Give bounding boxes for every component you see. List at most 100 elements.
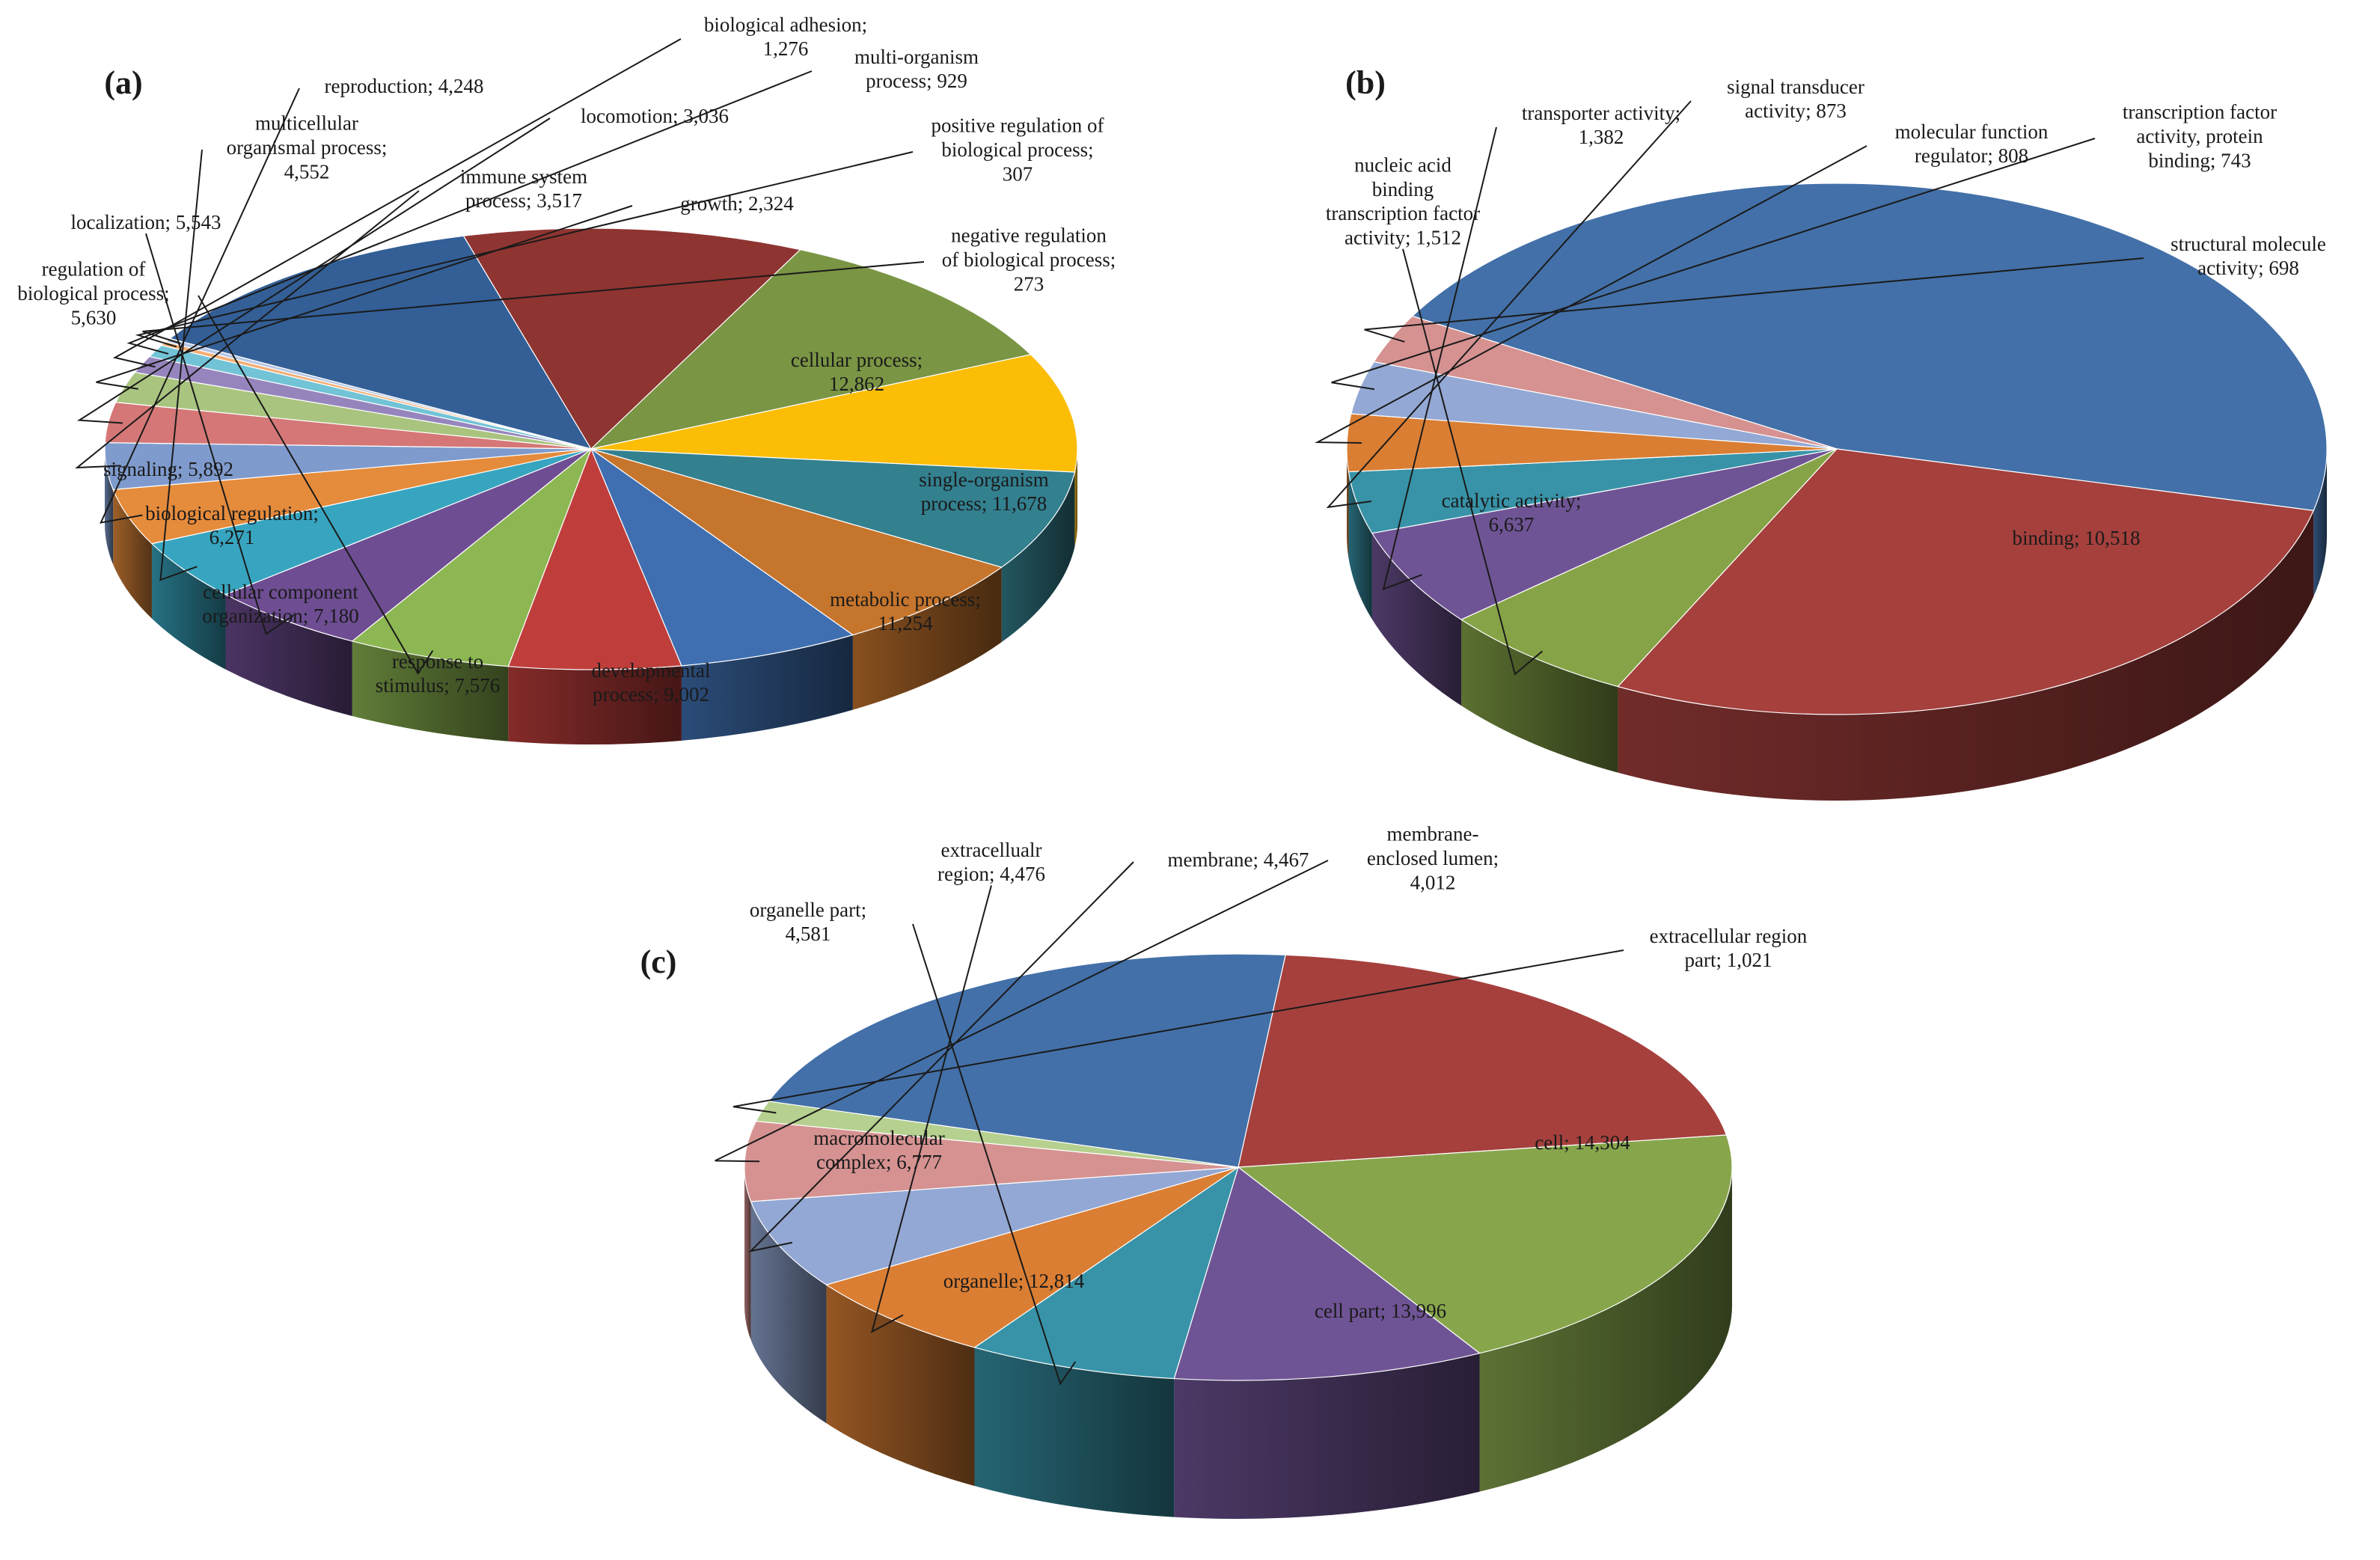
pie-slice-cell [768, 953, 1286, 1168]
pie-side-shade-nucleic-acid-binding-transcription-factor-activity [1461, 620, 1618, 773]
pie-slice-macromolecular-complex [1173, 1166, 1481, 1381]
slice-label-line: process; 929 [866, 70, 967, 92]
slice-label-line: 4,581 [786, 923, 831, 945]
slice-label-line: membrane; 4,467 [1168, 848, 1309, 871]
slice-label-reproduction: reproduction; 4,248 [325, 75, 484, 97]
slice-label-line: activity, protein [2136, 125, 2263, 147]
slice-label-line: of biological process; [942, 248, 1116, 271]
slice-label-growth: growth; 2,324 [680, 192, 794, 215]
slice-label-regulation-of-biological-process: regulation of biological process; 5,630 [17, 258, 169, 329]
slice-label-line: biological process; [941, 138, 1093, 161]
slice-label-transporter-activity: transporter activity; 1,382 [1522, 102, 1680, 148]
pie-chart-c: cell; 14,304 cell part; 13,996 organelle; … [640, 823, 1808, 1519]
pie-slice-developmental-process [590, 354, 1078, 473]
slice-label-line: 11,254 [878, 612, 933, 634]
pie-side-shade-organelle-part [974, 1347, 1175, 1517]
slice-label-line: nucleic acid [1354, 154, 1451, 177]
slice-label-line: 6,271 [209, 526, 255, 548]
pie-slice-single-organism-process [463, 227, 801, 450]
pie-slice-cell-part [1238, 954, 1728, 1168]
pie-chart-b: binding; 10,518 catalytic activity; 6,637 n… [1315, 64, 2328, 801]
pie-side-shade-regulation-of-biological-process [352, 640, 509, 741]
leader-line-extracellular-region-part [732, 949, 1624, 1114]
slice-label-line: extracellular region [1650, 925, 1808, 947]
leader-line-multi-organism-process [126, 70, 813, 355]
slice-label-line: activity; 1,512 [1345, 227, 1461, 249]
slice-label-line: organelle; 12,814 [943, 1270, 1085, 1292]
slice-label-line: transcription factor [2123, 101, 2277, 123]
slice-label-cellular-process: cellular process; 12,862 [791, 349, 923, 395]
leader-line-positive-regulation-of-biological-process [135, 151, 914, 348]
pie-slice-binding [1412, 183, 2328, 511]
pie-side-shade-localization [225, 594, 352, 716]
slice-label-line: 6,637 [1489, 513, 1535, 536]
slice-label-line: complex; 6,777 [816, 1151, 942, 1173]
slice-label-membrane: membrane; 4,467 [1168, 848, 1309, 871]
slice-label-line: multicellular [255, 112, 358, 135]
leader-line-organelle-part [912, 923, 1077, 1386]
slice-label-nucleic-acid-binding-transcription-factor-activity: nucleic acid binding transcription factor a… [1326, 154, 1480, 249]
slice-label-extracellular-region-part: extracellular region part; 1,021 [1650, 925, 1808, 971]
slice-label-line: membrane- [1387, 823, 1479, 845]
pie-side-shade-cellular-component-organization [852, 567, 1002, 710]
slice-label-single-organism-process: single-organism process; 11,678 [919, 468, 1048, 515]
slice-label-line: part; 1,021 [1685, 949, 1772, 971]
pie-top-faces [744, 953, 1733, 1381]
leader-line-immune-system-process [75, 190, 420, 469]
slice-label-developmental-process: developmental process; 9,002 [592, 659, 711, 706]
pie-side-shade-membrane [750, 1201, 827, 1424]
slice-label-line: metabolic process; [830, 588, 981, 611]
pie-side-shade-developmental-process [1074, 449, 1077, 548]
slice-label-immune-system-process: immune system process; 3,517 [460, 165, 587, 212]
slice-label-line: regulation of [42, 258, 146, 281]
slice-label-line: organismal process; [227, 136, 388, 159]
pie-side-shade-catalytic-activity [1618, 510, 2314, 801]
slice-label-locomotion: locomotion; 3,036 [581, 105, 729, 127]
pie-slice-localization [224, 448, 592, 642]
pie-side-shade-molecular-function-regulator [1347, 449, 1349, 558]
slice-label-line: macromolecular [813, 1127, 944, 1149]
slice-label-multicellular-organismal-process: multicellular organismal process; 4,552 [227, 112, 388, 183]
slice-label-line: biological process; [17, 282, 169, 305]
slice-label-line: extracellualr [941, 839, 1042, 861]
slice-label-extracellualr-region: extracellualr region; 4,476 [937, 839, 1045, 885]
panel-label: (c) [640, 943, 677, 980]
leader-line-transporter-activity [1382, 126, 1497, 590]
slice-label-line: 1,276 [763, 37, 809, 60]
slice-label-line: signal transducer [1727, 76, 1864, 98]
slice-label-membrane-enclosed-lumen: membrane-enclosed lumen; 4,012 [1367, 823, 1499, 894]
leader-line-structural-molecule-activity [1364, 257, 2144, 343]
pie-side-shade-membrane-enclosed-lumen [744, 1167, 751, 1340]
pie-side-shade-signal-transducer-activity [1348, 471, 1372, 620]
slice-label-molecular-function-regulator: molecular function regulator; 808 [1895, 120, 2049, 167]
pie-top-faces [104, 227, 1078, 670]
pie-slice-cellular-component-organization [590, 448, 1003, 636]
slice-label-localization: localization; 5,543 [71, 211, 221, 233]
panel-label: (a) [104, 64, 142, 101]
pie-labels: cell; 14,304 cell part; 13,996 organelle; … [715, 823, 1808, 1386]
slice-label-structural-molecule-activity: structural molecule activity; 698 [2171, 233, 2326, 279]
slice-label-line: developmental [592, 659, 711, 682]
slice-label-line: binding; 10,518 [2012, 527, 2140, 549]
pie-side-shade-response-to-stimulus [1001, 472, 1075, 643]
slice-label-line: localization; 5,543 [71, 211, 221, 233]
slice-label-line: binding; 743 [2148, 150, 2251, 172]
pie-side-shade-macromolecular-complex [1174, 1353, 1480, 1519]
slice-label-cell: cell; 14,304 [1535, 1131, 1630, 1154]
leader-line-molecular-function-regulator [1315, 145, 1867, 444]
slice-label-biological-adhesion: biological adhesion; 1,276 [704, 13, 867, 60]
slice-label-line: process; 11,678 [921, 492, 1047, 515]
slice-label-macromolecular-complex: macromolecular complex; 6,777 [813, 1127, 944, 1173]
leader-line-membrane-enclosed-lumen [715, 860, 1329, 1163]
slice-label-line: enclosed lumen; [1367, 847, 1499, 869]
pie-labels: cellular process; 12,862 single-organism pr… [17, 13, 1116, 706]
slice-label-line: region; 4,476 [937, 863, 1045, 885]
leader-line-growth [96, 205, 633, 390]
slice-label-line: cell part; 13,996 [1315, 1300, 1446, 1322]
slice-label-line: cell; 14,304 [1535, 1131, 1630, 1154]
pie-slice-multicellular-organismal-process [151, 448, 592, 596]
pie-slice-response-to-stimulus [590, 448, 1075, 568]
slice-label-line: process; 3,517 [465, 189, 582, 212]
slice-label-line: transcription factor [1326, 202, 1480, 224]
